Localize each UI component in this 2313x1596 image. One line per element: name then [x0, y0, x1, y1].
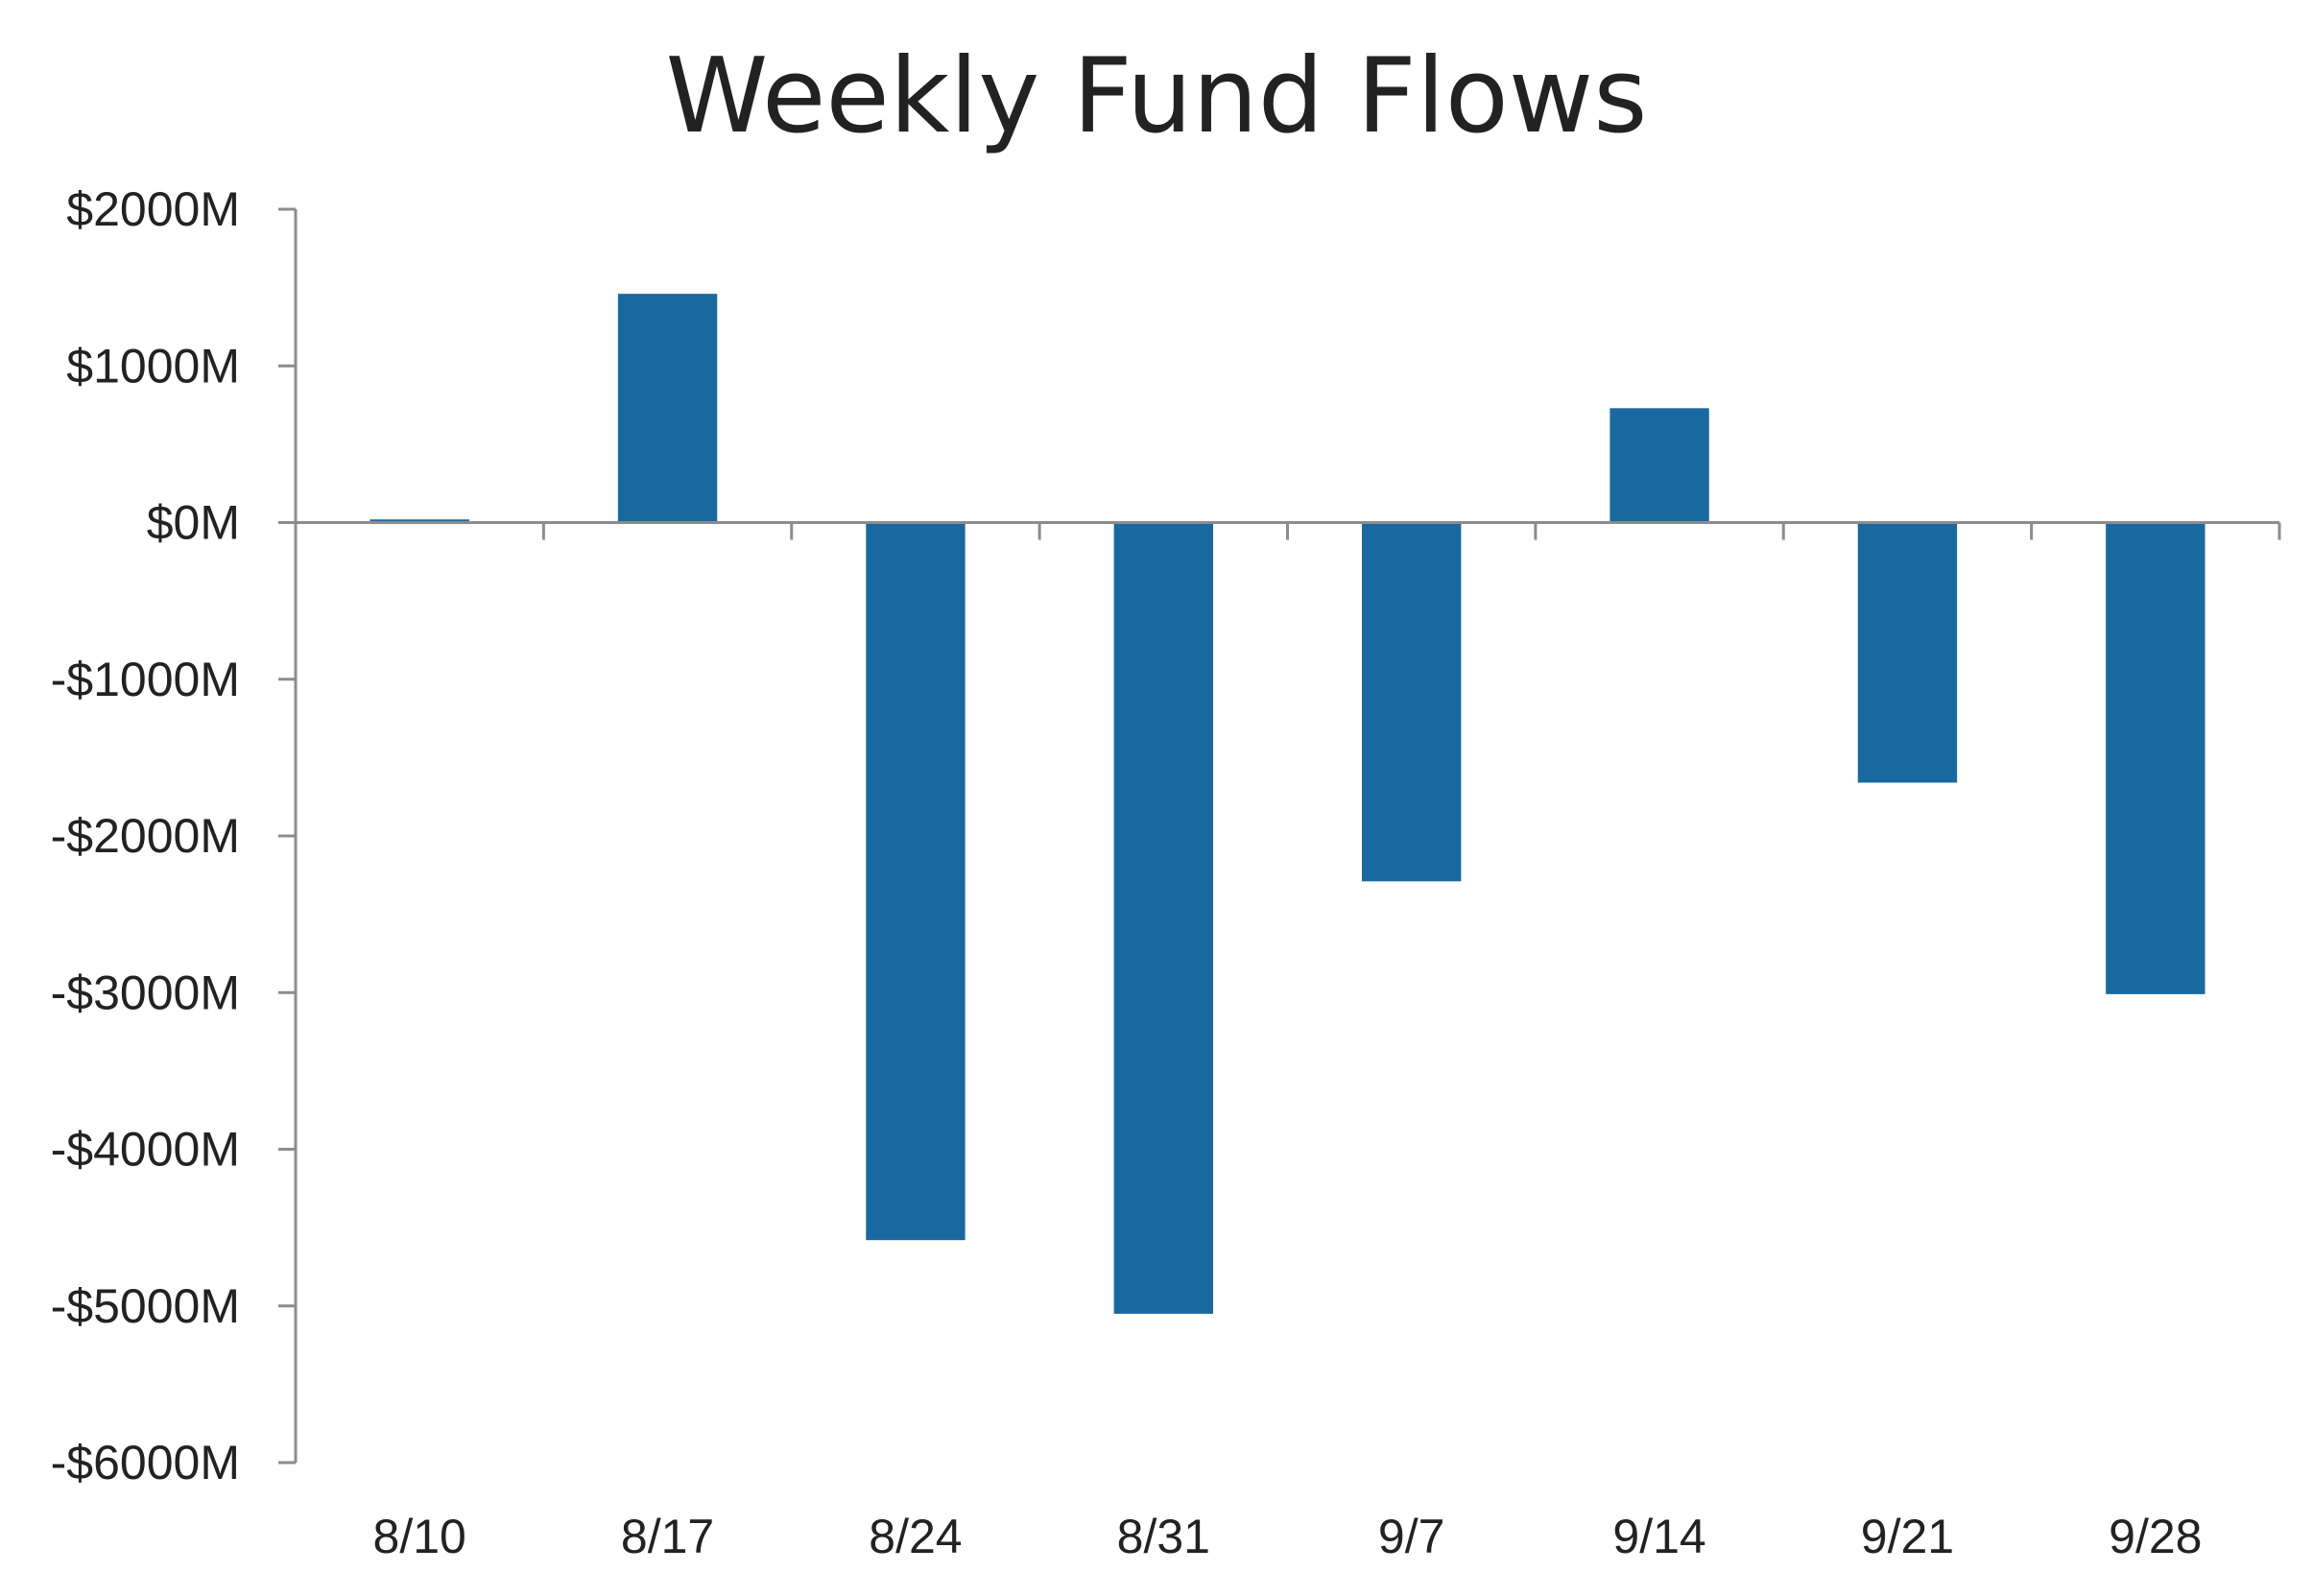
bar-8-31 — [1113, 522, 1213, 1314]
x-tick-label: 8/31 — [1117, 1510, 1210, 1563]
y-tick-label: -$3000M — [51, 965, 240, 1019]
chart-title: Weekly Fund Flows — [665, 36, 1648, 156]
y-tick-label: $1000M — [66, 339, 240, 393]
bar-8-24 — [866, 522, 966, 1241]
axes-group — [278, 207, 2281, 1465]
bar-9-28 — [2106, 522, 2206, 994]
bar-8-17 — [617, 294, 718, 523]
y-tick-label: $2000M — [66, 182, 240, 236]
x-tick-label: 8/10 — [373, 1510, 466, 1563]
x-tick-label: 9/14 — [1612, 1510, 1705, 1563]
labels-group: $2000M $1000M $0M -$1000M -$2000M -$3000M -$40… — [51, 182, 2203, 1563]
y-tick-label: $0M — [147, 496, 240, 550]
x-tick-label: 8/17 — [621, 1510, 714, 1563]
y-tick-label: -$6000M — [51, 1436, 240, 1489]
y-tick-label: -$4000M — [51, 1123, 240, 1177]
x-tick-label: 9/7 — [1378, 1510, 1445, 1563]
x-tick-label: 9/28 — [2109, 1510, 2202, 1563]
bars-group — [370, 294, 2206, 1314]
x-tick-label: 9/21 — [1861, 1510, 1954, 1563]
bar-9-14 — [1610, 408, 1709, 523]
y-tick-label: -$1000M — [51, 653, 240, 706]
y-tick-label: -$2000M — [51, 809, 240, 863]
y-tick-label: -$5000M — [51, 1279, 240, 1333]
x-tick-label: 8/24 — [869, 1510, 962, 1563]
bar-9-21 — [1857, 522, 1958, 783]
bar-9-7 — [1362, 522, 1462, 882]
bar-8-10 — [370, 519, 469, 523]
